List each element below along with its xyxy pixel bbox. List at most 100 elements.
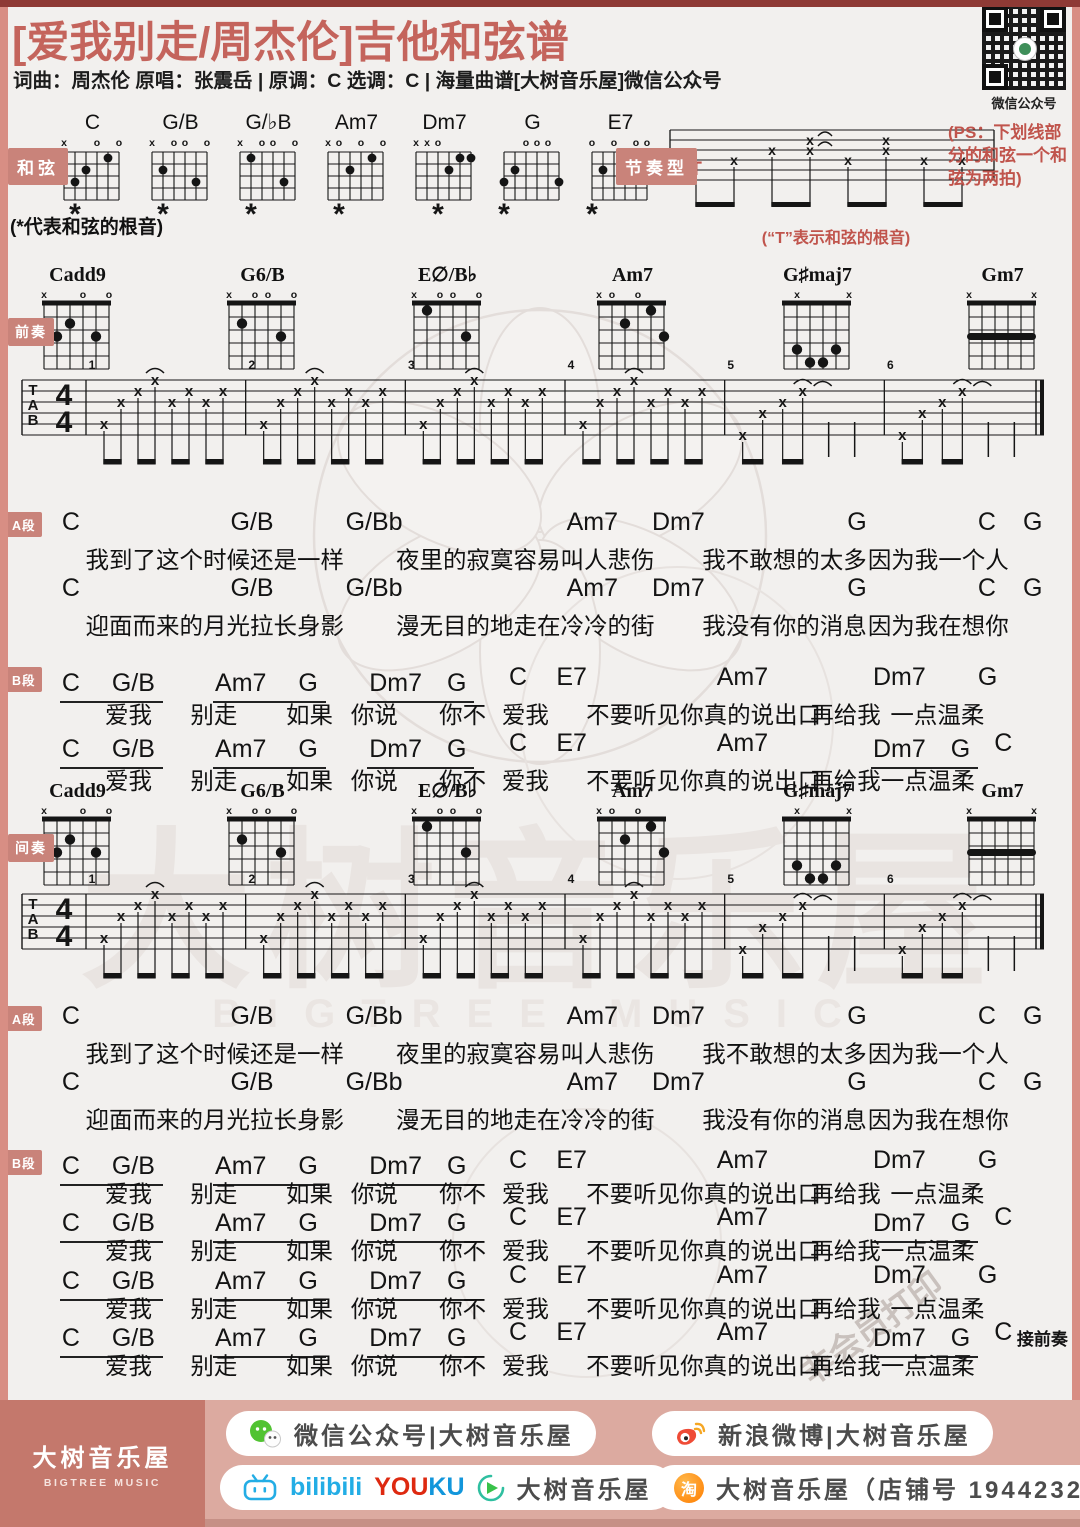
lyric-segment: 我不敢想的太多: [702, 1041, 867, 1067]
svg-text:x: x: [259, 416, 268, 433]
chord-diagram-Am7: Am7 x o o: [589, 262, 676, 384]
svg-text:x: x: [966, 805, 972, 817]
chord-symbol: Am7 G: [213, 1318, 326, 1359]
svg-text:x: x: [738, 941, 747, 958]
chord-symbol: Dm7 G: [870, 1318, 979, 1359]
svg-text:x: x: [794, 289, 800, 301]
section-chip-rhythm: 节奏型: [616, 148, 697, 185]
lyric-segment: 如果: [285, 1295, 333, 1322]
lyric-segment: 爱我: [105, 1238, 153, 1265]
svg-text:B: B: [28, 412, 39, 429]
chord-symbol: G: [1023, 1068, 1043, 1096]
chord-grid: x o o *: [54, 136, 131, 231]
svg-text:x: x: [966, 289, 972, 301]
svg-text:o: o: [609, 289, 615, 301]
chord-symbol: E7: [556, 663, 587, 691]
chord-symbol: C: [977, 574, 996, 602]
svg-text:x: x: [237, 137, 243, 149]
chord-name: G: [524, 111, 541, 134]
weibo-link-pill[interactable]: 新浪微博|大树音乐屋: [652, 1411, 993, 1456]
lyric-segment: 不要听见你真的说出口: [586, 1238, 822, 1265]
chord-grid: x o o o *: [318, 136, 395, 231]
svg-text:4: 4: [568, 872, 575, 886]
svg-text:o: o: [611, 137, 617, 149]
svg-text:x: x: [918, 405, 927, 422]
chord-name: Cadd9: [49, 264, 106, 286]
weibo-icon: [677, 1422, 706, 1445]
svg-text:x: x: [768, 142, 776, 158]
chord-symbol: G/Bb: [345, 1002, 403, 1030]
chord-symbol: C G/B: [59, 1261, 163, 1301]
svg-text:x: x: [226, 805, 232, 817]
chord-symbol: C: [509, 1318, 528, 1347]
chord-symbol: Am7: [716, 1260, 769, 1289]
svg-text:x: x: [794, 805, 800, 817]
svg-text:o: o: [259, 137, 265, 149]
lyric-segment: 如果: [285, 768, 333, 794]
chord-symbol: Am7 G: [213, 729, 326, 769]
footer-bottom-strip: [0, 1519, 1080, 1527]
chord-symbol: C: [994, 1203, 1013, 1232]
chord-symbol: G/B: [230, 1068, 274, 1096]
lyric-segment: 再给我: [810, 702, 881, 728]
svg-text:x: x: [202, 908, 211, 925]
chord-symbol: G: [847, 574, 867, 602]
svg-text:o: o: [633, 137, 639, 149]
lyric-segment: 你不: [439, 768, 487, 794]
taobao-link-pill[interactable]: 淘 大树音乐屋（店铺号 1944232）: [652, 1465, 1080, 1510]
chord-diagram-Am7: Am7 x o o o *: [318, 110, 395, 231]
svg-text:x: x: [579, 416, 588, 433]
svg-text:x: x: [1031, 805, 1037, 817]
lyric-segment: 一点温柔: [890, 702, 985, 728]
chord-symbol: Am7 G: [213, 1146, 326, 1186]
lyric-segment: 夜里的寂寞容易叫人悲伤: [395, 547, 655, 573]
lyric-segment: 如果: [285, 702, 333, 728]
svg-text:x: x: [134, 897, 143, 914]
chord-symbol: G: [847, 1002, 867, 1030]
svg-text:x: x: [778, 394, 787, 411]
chord-symbol: Dm7: [651, 508, 705, 536]
root-note-hint: (*代表和弦的根音): [10, 217, 164, 238]
chord-symbol: Am7: [566, 1002, 619, 1030]
chord-symbol: G: [1023, 508, 1043, 536]
lyric-line: 迎面而来的月光拉长身影 漫无目的地走在冷冷的街 我没有你的消息 因为我在想你: [30, 1101, 1058, 1133]
chord-symbol: C G/B: [59, 1318, 163, 1359]
svg-text:*: *: [69, 198, 81, 226]
svg-text:x: x: [613, 383, 622, 400]
svg-text:x: x: [647, 394, 656, 411]
lyric-segment: 爱我: [501, 768, 549, 794]
svg-text:x: x: [149, 137, 155, 149]
svg-text:x: x: [938, 908, 947, 925]
svg-text:o: o: [265, 805, 271, 817]
svg-text:o: o: [358, 137, 364, 149]
svg-text:x: x: [844, 152, 852, 168]
chord-diagram-Cadd9: Cadd9 x o o: [34, 262, 121, 384]
lyric-segment: 别走: [190, 768, 238, 794]
svg-text:x: x: [453, 383, 462, 400]
svg-text:x: x: [470, 372, 479, 389]
svg-text:4: 4: [56, 893, 73, 926]
lyric-segment: 迎面而来的月光拉长身影: [85, 613, 345, 639]
svg-text:x: x: [958, 152, 966, 168]
chord-diagram-Gm7: Gm7 x x: [959, 778, 1046, 900]
svg-text:x: x: [293, 897, 302, 914]
svg-text:x: x: [846, 289, 852, 301]
lyric-segment: 爱我: [105, 702, 153, 728]
svg-text:o: o: [182, 137, 188, 149]
lyric-segment: 你不: [439, 1238, 487, 1265]
svg-text:A: A: [28, 397, 39, 414]
svg-text:x: x: [730, 152, 738, 168]
svg-text:o: o: [450, 805, 456, 817]
chord-symbol: Dm7: [872, 1146, 926, 1174]
wechat-link-pill[interactable]: 微信公众号|大树音乐屋: [226, 1411, 596, 1456]
svg-text:o: o: [635, 289, 641, 301]
lyric-segment: 迎面而来的月光拉长身影: [85, 1107, 345, 1133]
lyric-line: 爱我别走如果你说你不爱我不要听见你真的说出口再给我一点温柔: [30, 1175, 1058, 1207]
svg-text:x: x: [521, 908, 530, 925]
video-links-pill[interactable]: bilibili YOUKU 大树音乐屋: [220, 1465, 674, 1510]
chord-symbol: C: [977, 508, 996, 536]
lyric-segment: 你说: [350, 1180, 398, 1207]
